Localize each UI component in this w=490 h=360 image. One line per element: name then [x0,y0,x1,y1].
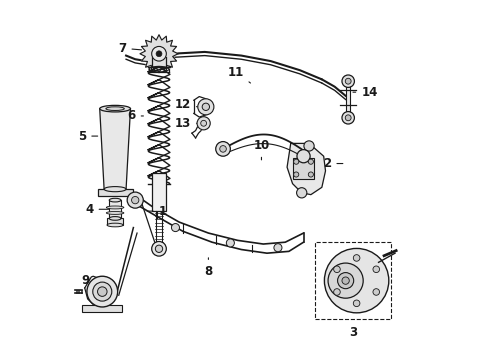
Circle shape [297,150,310,163]
Bar [294,158,314,179]
Text: 11: 11 [228,66,250,83]
Bar [346,81,350,112]
Ellipse shape [107,223,123,227]
Text: 10: 10 [253,139,270,160]
Bar [82,305,122,312]
Circle shape [334,266,340,273]
Text: 9: 9 [82,274,90,287]
Circle shape [226,239,234,247]
Polygon shape [100,109,130,189]
Bar [109,200,121,219]
Circle shape [202,103,210,111]
Circle shape [373,289,380,295]
Circle shape [373,266,380,273]
Bar [98,189,133,197]
Polygon shape [287,143,325,195]
Text: 13: 13 [174,117,196,130]
Text: 12: 12 [174,99,197,112]
Text: 8: 8 [204,258,213,278]
Ellipse shape [100,105,130,112]
Circle shape [342,75,354,87]
Circle shape [172,224,179,231]
Circle shape [127,192,143,208]
Circle shape [93,282,112,301]
Circle shape [294,172,299,177]
Circle shape [152,46,166,61]
Circle shape [216,141,230,156]
Circle shape [274,244,282,252]
Circle shape [334,289,340,295]
Ellipse shape [106,206,124,209]
Circle shape [338,273,354,289]
Circle shape [296,188,307,198]
Text: 6: 6 [127,109,144,122]
Circle shape [328,263,363,298]
Circle shape [131,197,139,204]
Text: 1: 1 [147,204,167,217]
Circle shape [197,117,210,130]
Circle shape [353,300,360,307]
Ellipse shape [106,211,124,215]
Circle shape [324,248,389,313]
Circle shape [201,120,207,126]
Circle shape [220,145,226,152]
Circle shape [342,112,354,124]
Circle shape [308,159,314,164]
Circle shape [152,242,166,256]
Ellipse shape [109,217,121,220]
Circle shape [155,245,163,252]
Circle shape [342,277,349,284]
Circle shape [304,141,314,151]
Bar [315,242,392,319]
Circle shape [87,276,118,307]
Circle shape [345,115,351,121]
Bar [107,219,123,225]
Text: 2: 2 [323,157,343,170]
Circle shape [198,99,214,115]
Text: 14: 14 [353,86,378,99]
Ellipse shape [106,107,124,111]
Text: 7: 7 [119,42,142,55]
Circle shape [353,255,360,261]
Ellipse shape [109,198,121,202]
Ellipse shape [149,66,169,72]
Circle shape [156,51,162,57]
Text: 3: 3 [349,326,357,339]
Bar [152,173,166,211]
Circle shape [345,78,351,84]
Polygon shape [140,35,178,73]
Text: 5: 5 [78,130,98,143]
Circle shape [294,159,299,164]
Circle shape [308,172,314,177]
Circle shape [98,287,107,296]
Ellipse shape [104,186,126,192]
Text: 4: 4 [85,203,109,216]
